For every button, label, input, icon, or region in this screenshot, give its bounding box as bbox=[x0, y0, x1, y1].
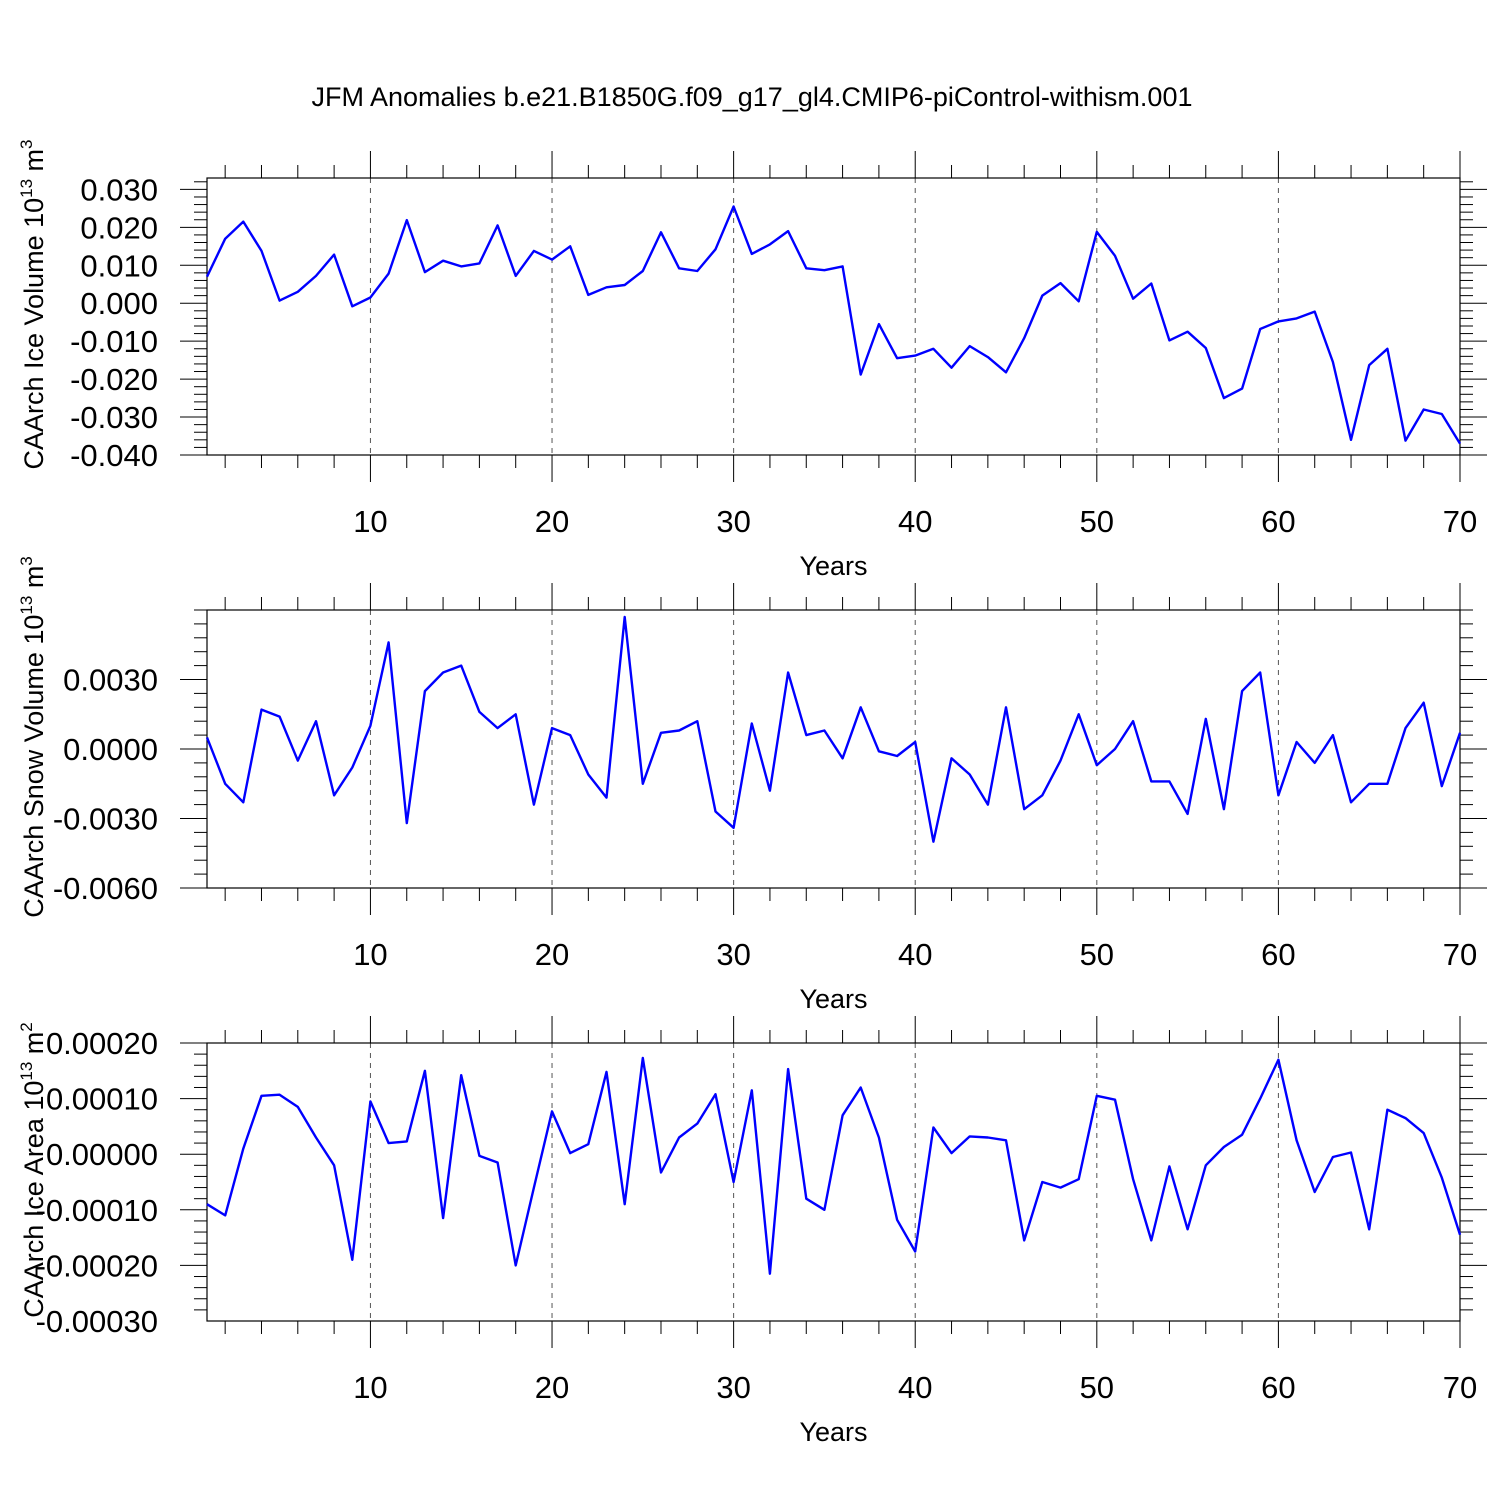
plot-frame bbox=[206, 177, 1461, 456]
y-tick-label: 0.00010 bbox=[46, 1082, 158, 1117]
x-axis-label: Years bbox=[799, 984, 867, 1014]
x-tick-label: 40 bbox=[898, 1370, 932, 1405]
y-axis-label: CAArch Snow Volume 1013 m3 bbox=[17, 556, 49, 918]
chart-title: JFM Anomalies b.e21.B1850G.f09_g17_gl4.C… bbox=[312, 82, 1193, 112]
y-tick-label: 0.00020 bbox=[46, 1026, 158, 1061]
series-line bbox=[205, 205, 1462, 445]
x-tick-label: 70 bbox=[1443, 1370, 1477, 1405]
series-line bbox=[205, 615, 1462, 843]
x-tick-label: 50 bbox=[1080, 1370, 1114, 1405]
x-tick-label: 50 bbox=[1080, 504, 1114, 539]
x-tick-label: 70 bbox=[1443, 504, 1477, 539]
y-tick-label: 0.00000 bbox=[46, 1137, 158, 1172]
y-tick-label: -0.020 bbox=[70, 362, 158, 397]
panel-snow-volume: 10 20 30 40 50 60 70 Years 0.0030 0.0000 -0.0030 -0… bbox=[17, 556, 1487, 1014]
y-tick-label: -0.00030 bbox=[36, 1304, 158, 1339]
y-tick-label: -0.040 bbox=[70, 438, 158, 473]
y-tick-label: -0.0060 bbox=[53, 871, 158, 906]
x-tick-label: 10 bbox=[353, 937, 387, 972]
y-tick-label: -0.030 bbox=[70, 400, 158, 435]
plot-frame bbox=[206, 1042, 1461, 1322]
x-tick-label: 10 bbox=[353, 504, 387, 539]
y-tick-label: 0.010 bbox=[80, 248, 158, 283]
x-tick-label: 20 bbox=[535, 937, 569, 972]
x-axis-label: Years bbox=[799, 551, 867, 581]
x-tick-label: 20 bbox=[535, 1370, 569, 1405]
x-tick-label: 40 bbox=[898, 937, 932, 972]
y-tick-label: -0.00020 bbox=[36, 1248, 158, 1283]
y-tick-label: -0.0030 bbox=[53, 802, 158, 837]
y-tick-label: -0.010 bbox=[70, 324, 158, 359]
x-tick-label: 40 bbox=[898, 504, 932, 539]
x-tick-label: 30 bbox=[716, 937, 750, 972]
x-tick-label: 30 bbox=[716, 1370, 750, 1405]
x-tick-label: 50 bbox=[1080, 937, 1114, 972]
x-tick-label: 10 bbox=[353, 1370, 387, 1405]
panel-ice-area: 10 20 30 40 50 60 70 Years 0.00020 0.00010 0.00000… bbox=[17, 1016, 1487, 1447]
series-line bbox=[206, 1056, 1462, 1275]
x-tick-label: 20 bbox=[535, 504, 569, 539]
x-tick-label: 30 bbox=[716, 504, 750, 539]
y-tick-label: 0.020 bbox=[80, 210, 158, 245]
y-tick-label: 0.000 bbox=[80, 286, 158, 321]
x-tick-label: 60 bbox=[1261, 937, 1295, 972]
y-tick-label: 0.0000 bbox=[63, 732, 158, 767]
y-tick-label: 0.0030 bbox=[63, 663, 158, 698]
y-tick-label: 0.030 bbox=[80, 172, 158, 207]
y-axis-label: CAArch Ice Volume 1013 m3 bbox=[17, 139, 49, 469]
y-axis-label: CAArch Ice Area 1013 m2 bbox=[17, 1022, 49, 1318]
x-axis-label: Years bbox=[799, 1417, 867, 1447]
panel-ice-volume: 10 20 30 40 50 60 70Years0.0300.0200.0100.000-… bbox=[17, 139, 1487, 581]
y-tick-label: -0.00010 bbox=[36, 1193, 158, 1228]
x-tick-label: 60 bbox=[1261, 1370, 1295, 1405]
x-tick-label: 70 bbox=[1443, 937, 1477, 972]
x-tick-label: 60 bbox=[1261, 504, 1295, 539]
